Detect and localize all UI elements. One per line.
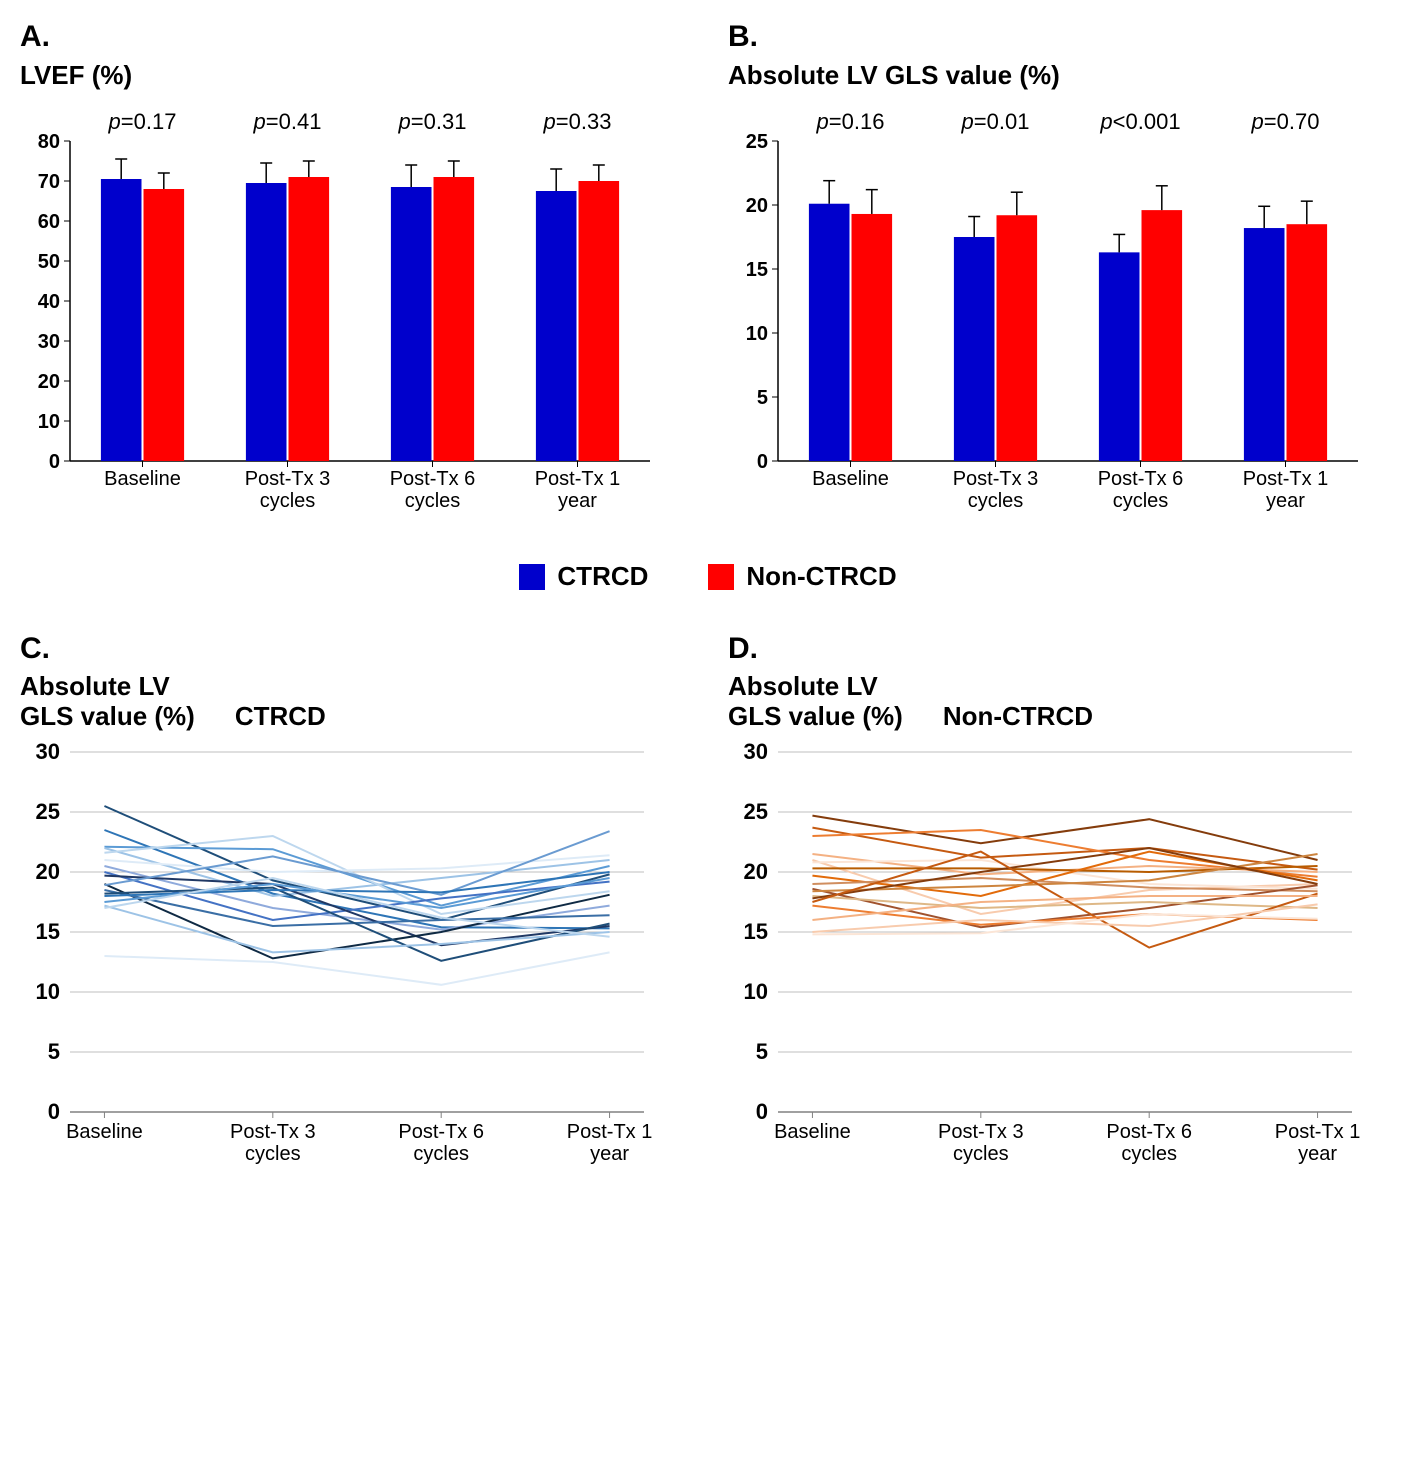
panel-letter-b: B. xyxy=(728,20,1396,54)
svg-text:year: year xyxy=(590,1143,629,1165)
legend-label-nonctrcd: Non-CTRCD xyxy=(746,561,896,592)
svg-text:15: 15 xyxy=(36,919,60,944)
svg-text:30: 30 xyxy=(36,739,60,764)
svg-text:p=0.41: p=0.41 xyxy=(253,109,322,134)
panel-a: A. LVEF (%) 0 10 20 30 40 50 60 70 80 p=0.17 Basel… xyxy=(20,20,688,531)
svg-text:5: 5 xyxy=(757,387,768,409)
svg-text:p=0.01: p=0.01 xyxy=(961,109,1030,134)
legend-item-ctrcd: CTRCD xyxy=(519,561,648,592)
svg-text:Baseline: Baseline xyxy=(812,468,889,490)
svg-text:5: 5 xyxy=(756,1039,768,1064)
svg-text:p=0.31: p=0.31 xyxy=(398,109,467,134)
svg-text:Post-Tx 3: Post-Tx 3 xyxy=(230,1121,316,1143)
svg-text:Baseline: Baseline xyxy=(66,1121,143,1143)
panel-d: D. Absolute LV GLS value (%) Non-CTRCD 0… xyxy=(728,632,1396,1192)
legend-item-nonctrcd: Non-CTRCD xyxy=(708,561,896,592)
svg-text:p<0.001: p<0.001 xyxy=(1099,109,1180,134)
svg-text:Post-Tx 1: Post-Tx 1 xyxy=(1243,468,1329,490)
svg-text:10: 10 xyxy=(36,979,60,1004)
svg-text:p=0.33: p=0.33 xyxy=(543,109,612,134)
panel-d-chart: 051015202530BaselinePost-Tx 3cyclesPost-… xyxy=(728,732,1368,1192)
legend-label-ctrcd: CTRCD xyxy=(557,561,648,592)
figure-grid: A. LVEF (%) 01020304050607080p=0.17Basel… xyxy=(20,20,1396,1192)
svg-text:20: 20 xyxy=(744,859,768,884)
svg-text:Baseline: Baseline xyxy=(774,1121,851,1143)
svg-text:Post-Tx 1: Post-Tx 1 xyxy=(567,1121,653,1143)
svg-text:10: 10 xyxy=(746,323,768,345)
svg-text:p=0.17: p=0.17 xyxy=(108,109,177,134)
legend-swatch-nonctrcd xyxy=(708,564,734,590)
svg-text:cycles: cycles xyxy=(968,490,1024,512)
panel-c: C. Absolute LV GLS value (%) CTRCD 0 5 10 1… xyxy=(20,632,688,1192)
svg-text:Post-Tx 3: Post-Tx 3 xyxy=(245,468,331,490)
svg-text:Post-Tx 6: Post-Tx 6 xyxy=(398,1121,484,1143)
svg-text:25: 25 xyxy=(36,799,60,824)
svg-text:year: year xyxy=(558,490,597,512)
svg-text:15: 15 xyxy=(746,259,768,281)
panel-a-chart: 0 10 20 30 40 50 60 70 80 p=0.17 Baseline p=0.41 Pos… xyxy=(20,101,660,531)
svg-text:30: 30 xyxy=(744,739,768,764)
svg-text:20: 20 xyxy=(746,195,768,217)
panel-a-title: LVEF (%) xyxy=(20,60,688,91)
panel-b-title: Absolute LV GLS value (%) xyxy=(728,60,1396,91)
panel-c-group-label: CTRCD xyxy=(235,701,326,732)
svg-text:cycles: cycles xyxy=(1113,490,1169,512)
svg-text:cycles: cycles xyxy=(260,490,316,512)
svg-text:80: 80 xyxy=(38,131,60,153)
svg-text:50: 50 xyxy=(38,251,60,273)
svg-text:70: 70 xyxy=(38,171,60,193)
svg-text:25: 25 xyxy=(746,131,768,153)
panel-d-group-label: Non-CTRCD xyxy=(943,701,1093,732)
panel-letter-d: D. xyxy=(728,632,1396,666)
svg-text:10: 10 xyxy=(744,979,768,1004)
svg-text:60: 60 xyxy=(38,211,60,233)
svg-text:cycles: cycles xyxy=(1121,1143,1177,1165)
panel-d-header: Absolute LV GLS value (%) Non-CTRCD xyxy=(728,672,1396,732)
svg-text:30: 30 xyxy=(38,331,60,353)
svg-text:10: 10 xyxy=(38,411,60,433)
svg-text:0: 0 xyxy=(756,1099,768,1124)
svg-text:40: 40 xyxy=(38,291,60,313)
svg-text:Baseline: Baseline xyxy=(104,468,181,490)
svg-text:Post-Tx 3: Post-Tx 3 xyxy=(938,1121,1024,1143)
svg-text:20: 20 xyxy=(38,371,60,393)
svg-text:Post-Tx 6: Post-Tx 6 xyxy=(1098,468,1184,490)
panel-b: B. Absolute LV GLS value (%) 0 5 10 15 20 25 p… xyxy=(728,20,1396,531)
legend: CTRCD Non-CTRCD xyxy=(20,551,1396,612)
panel-c-title: Absolute LV GLS value (%) xyxy=(20,672,195,732)
svg-text:Post-Tx 6: Post-Tx 6 xyxy=(390,468,476,490)
panel-d-title: Absolute LV GLS value (%) xyxy=(728,672,903,732)
panel-letter-a: A. xyxy=(20,20,688,54)
svg-text:cycles: cycles xyxy=(953,1143,1009,1165)
svg-text:Post-Tx 3: Post-Tx 3 xyxy=(953,468,1039,490)
svg-text:p=0.16: p=0.16 xyxy=(816,109,885,134)
panel-b-chart: 0510152025p=0.16Baselinep=0.01Post-Tx 3c… xyxy=(728,101,1368,531)
svg-text:25: 25 xyxy=(744,799,768,824)
svg-text:year: year xyxy=(1298,1143,1337,1165)
svg-text:p=0.70: p=0.70 xyxy=(1251,109,1320,134)
svg-text:cycles: cycles xyxy=(405,490,461,512)
panel-c-title-line1: Absolute LV xyxy=(20,671,170,701)
panel-c-header: Absolute LV GLS value (%) CTRCD xyxy=(20,672,688,732)
legend-swatch-ctrcd xyxy=(519,564,545,590)
svg-text:0: 0 xyxy=(757,451,768,473)
panel-letter-c: C. xyxy=(20,632,688,666)
panel-d-title-line1: Absolute LV xyxy=(728,671,878,701)
svg-text:year: year xyxy=(1266,490,1305,512)
svg-text:20: 20 xyxy=(36,859,60,884)
panel-c-chart: 051015202530BaselinePost-Tx 3cyclesPost-… xyxy=(20,732,660,1192)
svg-text:0: 0 xyxy=(48,1099,60,1124)
svg-text:cycles: cycles xyxy=(245,1143,301,1165)
svg-text:0: 0 xyxy=(49,451,60,473)
svg-text:Post-Tx 1: Post-Tx 1 xyxy=(535,468,621,490)
panel-d-title-line2: GLS value (%) xyxy=(728,701,903,731)
panel-c-title-line2: GLS value (%) xyxy=(20,701,195,731)
svg-text:Post-Tx 6: Post-Tx 6 xyxy=(1106,1121,1192,1143)
svg-text:5: 5 xyxy=(48,1039,60,1064)
svg-text:cycles: cycles xyxy=(413,1143,469,1165)
svg-text:Post-Tx 1: Post-Tx 1 xyxy=(1275,1121,1361,1143)
svg-text:15: 15 xyxy=(744,919,768,944)
